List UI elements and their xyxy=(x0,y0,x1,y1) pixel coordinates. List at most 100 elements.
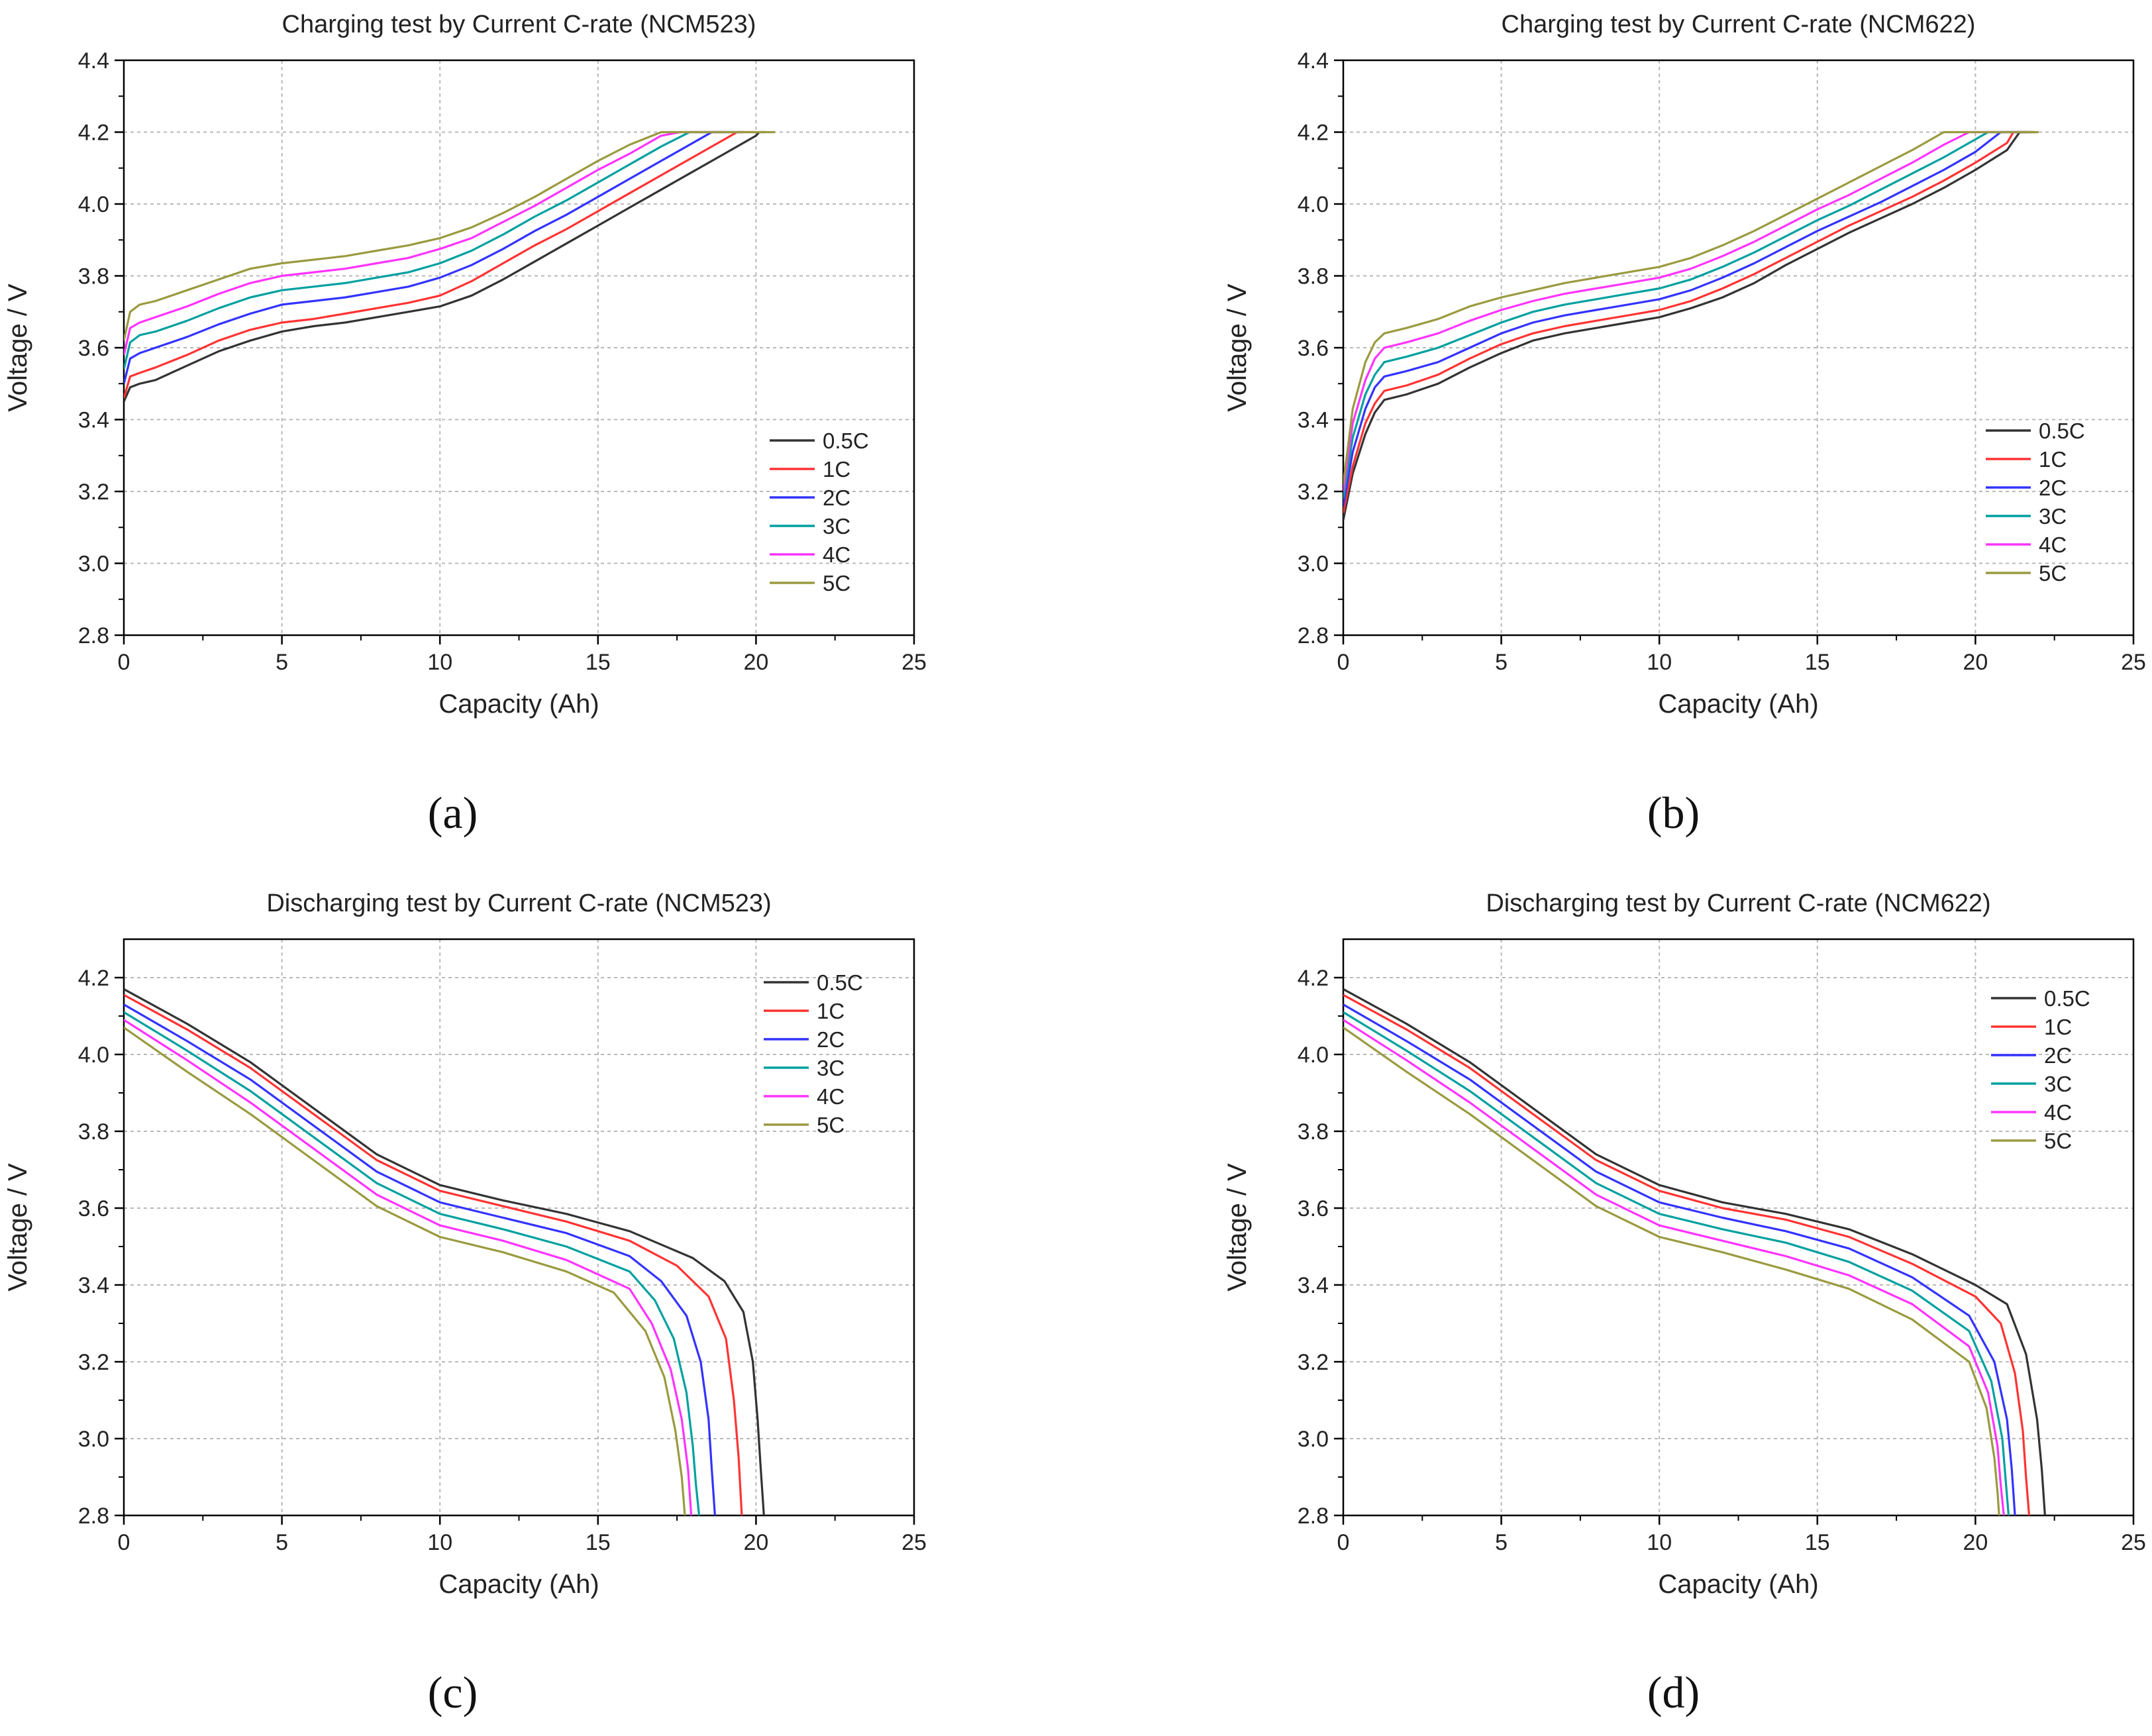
y-tick-label: 2.8 xyxy=(1298,1504,1329,1529)
series-line-0.5C xyxy=(1343,988,2046,1515)
legend-label: 5C xyxy=(2044,1129,2072,1153)
x-tick-label: 0 xyxy=(118,650,130,675)
panel-label: (b) xyxy=(1647,788,1700,838)
y-tick-label: 4.2 xyxy=(78,121,109,146)
series-line-4C xyxy=(1343,130,2023,492)
x-tick-label: 15 xyxy=(1805,1530,1830,1555)
y-tick-label: 2.8 xyxy=(1298,623,1329,648)
x-tick-label: 15 xyxy=(1805,650,1830,675)
series-line-2C xyxy=(124,130,744,384)
series-line-3C xyxy=(124,130,731,370)
x-tick-label: 25 xyxy=(2121,1530,2146,1555)
legend-label: 0.5C xyxy=(823,429,869,453)
y-tick-label: 3.6 xyxy=(78,336,109,361)
y-tick-label: 3.0 xyxy=(78,552,109,577)
x-tick-label: 10 xyxy=(1647,1530,1672,1555)
x-tick-label: 5 xyxy=(276,1530,288,1555)
legend-label: 3C xyxy=(823,514,850,538)
x-tick-label: 25 xyxy=(901,1530,927,1555)
legend-label: 1C xyxy=(2039,447,2067,472)
chart-title: Discharging test by Current C-rate (NCM6… xyxy=(1486,890,1990,917)
series-line-5C xyxy=(124,1027,686,1515)
chart-title: Charging test by Current C-rate (NCM622) xyxy=(1502,11,1976,38)
x-tick-label: 25 xyxy=(901,650,927,675)
series-line-5C xyxy=(1343,1027,2000,1515)
chart-panel-3: Discharging test by Current C-rate (NCM5… xyxy=(3,890,927,1717)
series-line-0.5C xyxy=(1343,130,2036,521)
legend-label: 0.5C xyxy=(2039,419,2085,443)
x-tick-label: 10 xyxy=(427,650,452,675)
legend: 0.5C 1C 2C 3C 4C 5C xyxy=(1986,419,2085,586)
x-tick-label: 5 xyxy=(276,650,288,675)
y-tick-label: 4.0 xyxy=(1298,1043,1329,1068)
series-line-2C xyxy=(1343,130,2029,506)
y-axis-label: Voltage / V xyxy=(3,1163,32,1292)
y-tick-label: 3.4 xyxy=(1298,1273,1329,1298)
legend-label: 4C xyxy=(2039,533,2067,557)
legend-label: 2C xyxy=(823,485,850,510)
x-axis-label: Capacity (Ah) xyxy=(438,689,599,719)
series-line-0.5C xyxy=(124,130,766,403)
series-line-1C xyxy=(1343,994,2031,1515)
y-tick-label: 3.6 xyxy=(1298,1196,1329,1221)
x-tick-label: 20 xyxy=(743,650,768,675)
legend-label: 2C xyxy=(817,1027,845,1052)
legend-label: 3C xyxy=(2044,1072,2072,1096)
x-axis-label: Capacity (Ah) xyxy=(1658,689,1818,719)
panel-label: (a) xyxy=(428,788,478,838)
x-tick-label: 15 xyxy=(586,1530,611,1555)
y-tick-label: 2.8 xyxy=(78,1504,109,1529)
legend-label: 0.5C xyxy=(817,970,863,995)
y-tick-label: 4.4 xyxy=(78,48,109,74)
y-axis-label: Voltage / V xyxy=(1223,283,1252,412)
plot-frame xyxy=(1342,59,2135,637)
legend-label: 5C xyxy=(2039,561,2067,586)
chart-title: Discharging test by Current C-rate (NCM5… xyxy=(266,890,771,917)
legend-label: 4C xyxy=(817,1084,845,1109)
plot-frame xyxy=(123,938,915,1517)
y-tick-label: 3.4 xyxy=(1298,408,1329,433)
y-tick-label: 4.0 xyxy=(1298,192,1329,217)
legend: 0.5C 1C 2C 3C 4C 5C xyxy=(1991,986,2090,1153)
x-tick-label: 0 xyxy=(1337,1530,1350,1555)
legend: 0.5C 1C 2C 3C 4C 5C xyxy=(764,970,863,1137)
legend-label: 1C xyxy=(817,999,845,1023)
series-line-1C xyxy=(124,994,743,1515)
legend-label: 3C xyxy=(2039,504,2067,529)
legend-label: 2C xyxy=(2044,1043,2072,1068)
y-tick-label: 4.0 xyxy=(78,192,109,217)
legend-label: 1C xyxy=(823,457,850,482)
series-line-1C xyxy=(1343,130,2033,513)
y-axis-label: Voltage / V xyxy=(1223,1163,1252,1292)
y-tick-label: 3.0 xyxy=(78,1427,109,1452)
y-axis-label: Voltage / V xyxy=(3,283,32,412)
x-tick-label: 25 xyxy=(2121,650,2146,675)
legend: 0.5C 1C 2C 3C 4C 5C xyxy=(770,429,869,595)
series-line-5C xyxy=(124,130,775,341)
chart-panel-1: Charging test by Current C-rate (NCM523)… xyxy=(3,11,927,838)
y-tick-label: 3.8 xyxy=(1298,1119,1329,1145)
legend-label: 3C xyxy=(817,1056,845,1080)
series-line-2C xyxy=(1343,1003,2016,1515)
series-line-3C xyxy=(124,1011,701,1515)
series-line-4C xyxy=(1343,1019,2005,1515)
x-axis-label: Capacity (Ah) xyxy=(438,1570,599,1599)
x-tick-label: 0 xyxy=(118,1530,130,1555)
y-tick-label: 2.8 xyxy=(78,623,109,648)
series-line-4C xyxy=(124,1019,693,1515)
chart-panel-4: Discharging test by Current C-rate (NCM6… xyxy=(1223,890,2146,1717)
plot-frame xyxy=(123,59,915,637)
series-line-3C xyxy=(1343,1011,2010,1515)
legend-label: 1C xyxy=(2044,1015,2072,1039)
y-tick-label: 3.2 xyxy=(78,1350,109,1375)
y-tick-label: 3.2 xyxy=(1298,480,1329,505)
y-tick-label: 3.2 xyxy=(78,480,109,505)
y-tick-label: 3.6 xyxy=(78,1196,109,1221)
x-tick-label: 5 xyxy=(1495,650,1508,675)
legend-label: 0.5C xyxy=(2044,986,2090,1011)
x-tick-label: 20 xyxy=(743,1530,768,1555)
y-tick-label: 3.0 xyxy=(1298,1427,1329,1452)
legend-label: 4C xyxy=(2044,1100,2072,1125)
x-tick-label: 5 xyxy=(1495,1530,1508,1555)
